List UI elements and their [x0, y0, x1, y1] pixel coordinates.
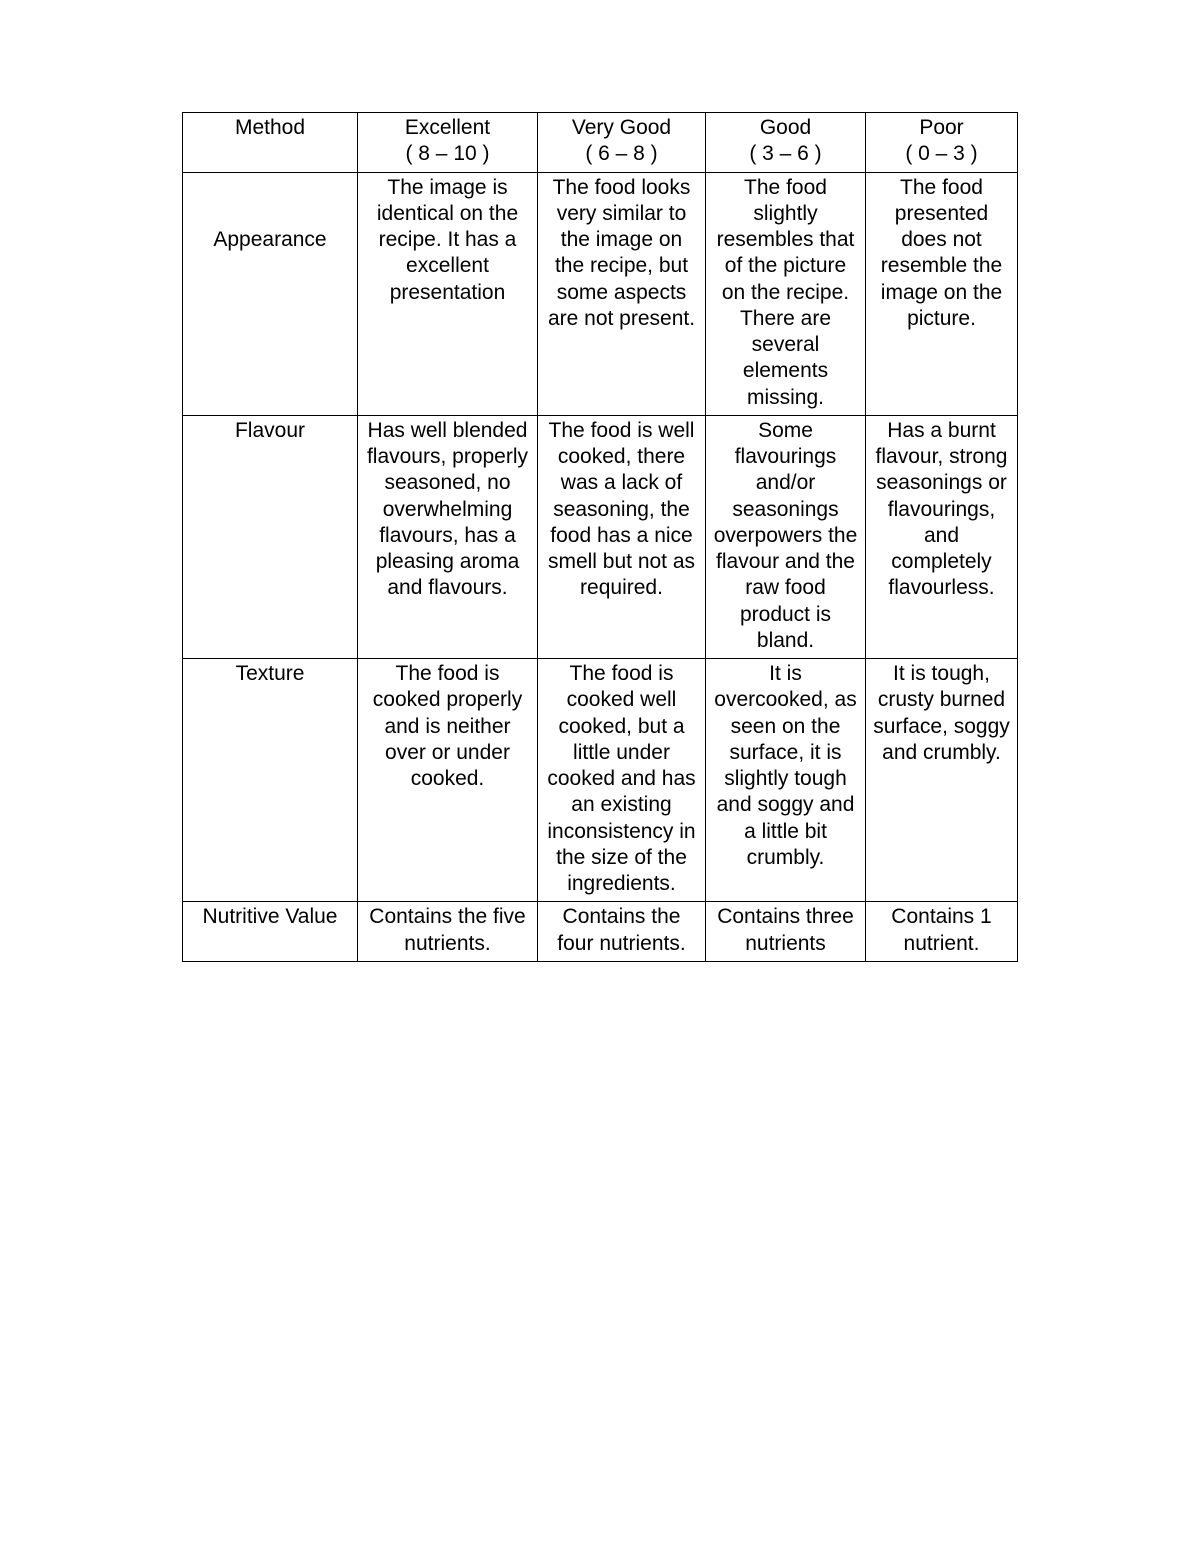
- cell-nutritive-good: Contains three nutrients: [706, 902, 866, 962]
- row-label: Flavour: [183, 415, 358, 658]
- cell-texture-poor: It is tough, crusty burned surface, sogg…: [866, 659, 1018, 902]
- row-label: Texture: [183, 659, 358, 902]
- cell-flavour-poor: Has a burnt flavour, strong seasonings o…: [866, 415, 1018, 658]
- cell-appearance-very-good: The food looks very similar to the image…: [538, 172, 706, 415]
- cell-texture-very-good: The food is cooked well cooked, but a li…: [538, 659, 706, 902]
- row-label: Appearance: [183, 172, 358, 415]
- header-level-range: ( 6 – 8 ): [544, 141, 699, 167]
- cell-nutritive-very-good: Contains the four nutrients.: [538, 902, 706, 962]
- cell-nutritive-excellent: Contains the five nutrients.: [358, 902, 538, 962]
- header-poor: Poor ( 0 – 3 ): [866, 113, 1018, 173]
- cell-flavour-excellent: Has well blended flavours, properly seas…: [358, 415, 538, 658]
- table-header-row: Method Excellent ( 8 – 10 ) Very Good ( …: [183, 113, 1018, 173]
- header-level-range: ( 8 – 10 ): [364, 141, 531, 167]
- header-excellent: Excellent ( 8 – 10 ): [358, 113, 538, 173]
- row-label: Nutritive Value: [183, 902, 358, 962]
- cell-flavour-good: Some flavourings and/or seasonings overp…: [706, 415, 866, 658]
- row-flavour: Flavour Has well blended flavours, prope…: [183, 415, 1018, 658]
- header-very-good: Very Good ( 6 – 8 ): [538, 113, 706, 173]
- row-nutritive-value: Nutritive Value Contains the five nutrie…: [183, 902, 1018, 962]
- header-level-label: Poor: [872, 115, 1011, 141]
- row-appearance: Appearance The image is identical on the…: [183, 172, 1018, 415]
- cell-appearance-excellent: The image is identical on the recipe. It…: [358, 172, 538, 415]
- header-good: Good ( 3 – 6 ): [706, 113, 866, 173]
- header-method: Method: [183, 113, 358, 173]
- header-method-label: Method: [189, 115, 351, 141]
- cell-nutritive-poor: Contains 1 nutrient.: [866, 902, 1018, 962]
- header-level-label: Excellent: [364, 115, 531, 141]
- cell-flavour-very-good: The food is well cooked, there was a lac…: [538, 415, 706, 658]
- row-texture: Texture The food is cooked properly and …: [183, 659, 1018, 902]
- header-level-label: Very Good: [544, 115, 699, 141]
- header-level-range: ( 3 – 6 ): [712, 141, 859, 167]
- page: Method Excellent ( 8 – 10 ) Very Good ( …: [0, 0, 1200, 1553]
- header-level-label: Good: [712, 115, 859, 141]
- cell-texture-good: It is overcooked, as seen on the surface…: [706, 659, 866, 902]
- rubric-table: Method Excellent ( 8 – 10 ) Very Good ( …: [182, 112, 1018, 962]
- cell-appearance-good: The food slightly resembles that of the …: [706, 172, 866, 415]
- header-level-range: ( 0 – 3 ): [872, 141, 1011, 167]
- cell-appearance-poor: The food presented does not resemble the…: [866, 172, 1018, 415]
- cell-texture-excellent: The food is cooked properly and is neith…: [358, 659, 538, 902]
- rubric-tbody: Method Excellent ( 8 – 10 ) Very Good ( …: [183, 113, 1018, 962]
